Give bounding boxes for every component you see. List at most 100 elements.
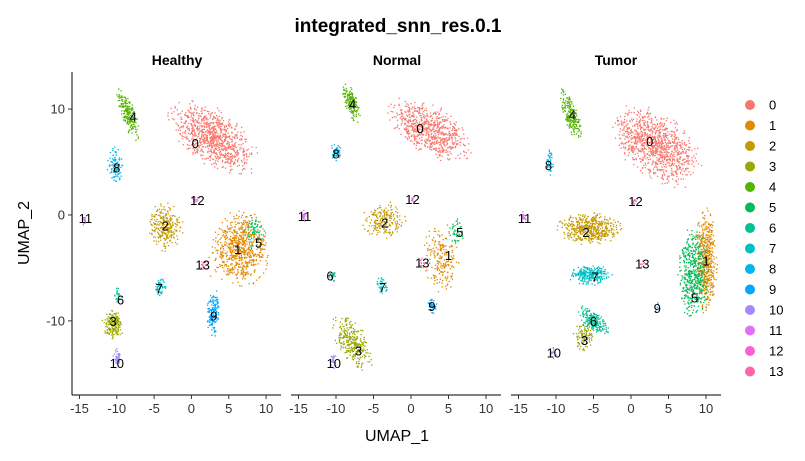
data-point [431,138,433,140]
data-point [434,120,436,122]
data-point [334,355,337,357]
data-point [388,105,390,108]
data-point [243,265,245,268]
data-point [209,159,211,161]
data-point [174,228,176,231]
data-point [117,312,119,314]
cluster-2-points [149,202,184,252]
data-point [125,104,127,107]
data-point [302,213,304,216]
data-point [351,111,353,113]
data-point [244,266,246,268]
data-point [221,140,223,142]
data-point [114,329,116,332]
data-point [105,323,107,325]
data-point [413,116,415,118]
data-point [219,122,221,125]
data-point [336,152,338,154]
data-point [349,354,351,356]
data-point [374,209,376,211]
data-point [127,97,129,100]
data-point [439,137,442,139]
data-point [209,130,211,132]
data-point [625,136,627,138]
cluster-12-points [410,197,414,203]
data-point [209,156,211,158]
data-point [125,108,127,110]
data-point [113,330,115,332]
data-point [214,317,216,319]
cluster-4-points [342,83,361,123]
data-point [396,220,398,222]
data-point [157,285,159,288]
data-point [441,247,443,249]
data-point [112,314,114,316]
data-point [339,154,341,157]
data-point [681,169,683,171]
data-point [243,276,245,278]
data-point [241,268,243,270]
data-point [229,248,232,250]
data-point [427,139,429,141]
data-point [124,115,126,117]
data-point [371,225,373,227]
data-point [379,227,381,229]
data-point [429,112,432,114]
data-point [225,273,228,276]
data-point [428,230,430,232]
data-point [444,285,447,288]
data-point [665,136,667,138]
data-point [175,230,178,232]
data-point [262,244,264,246]
data-point [248,227,250,229]
data-point [199,125,201,127]
data-point [635,159,637,161]
data-point [125,102,127,105]
data-point [251,219,253,221]
data-point [249,230,252,232]
data-point [427,121,429,123]
data-point [111,334,113,336]
data-point [382,215,384,217]
data-point [444,141,446,143]
data-point [131,108,133,110]
data-point [352,111,354,113]
data-point [234,221,236,223]
data-point [446,143,449,145]
data-point [238,257,240,259]
data-point [237,268,239,270]
data-point [402,115,404,117]
data-point [432,138,434,141]
data-point [234,159,237,161]
data-point [120,295,122,298]
data-point [433,130,435,133]
data-point [215,137,217,140]
data-point [665,148,667,150]
data-point [214,330,217,333]
data-point [341,317,343,320]
data-point [236,122,238,125]
data-point [217,314,220,316]
data-point [435,247,437,249]
data-point [446,271,449,273]
data-point [397,119,399,121]
data-point [197,125,199,127]
data-point [411,199,414,201]
data-point [355,97,357,99]
data-point [622,146,625,148]
data-point [337,144,339,147]
data-point [207,157,209,159]
data-point [212,313,214,315]
data-point [263,244,265,246]
data-point [190,114,193,116]
data-point [212,144,214,146]
data-point [223,261,225,263]
data-point [408,114,410,116]
data-point [253,227,255,229]
data-point [224,244,226,246]
data-point [236,160,239,162]
data-point [367,352,369,354]
data-point [431,141,434,143]
data-point [412,112,414,114]
data-point [119,179,121,181]
